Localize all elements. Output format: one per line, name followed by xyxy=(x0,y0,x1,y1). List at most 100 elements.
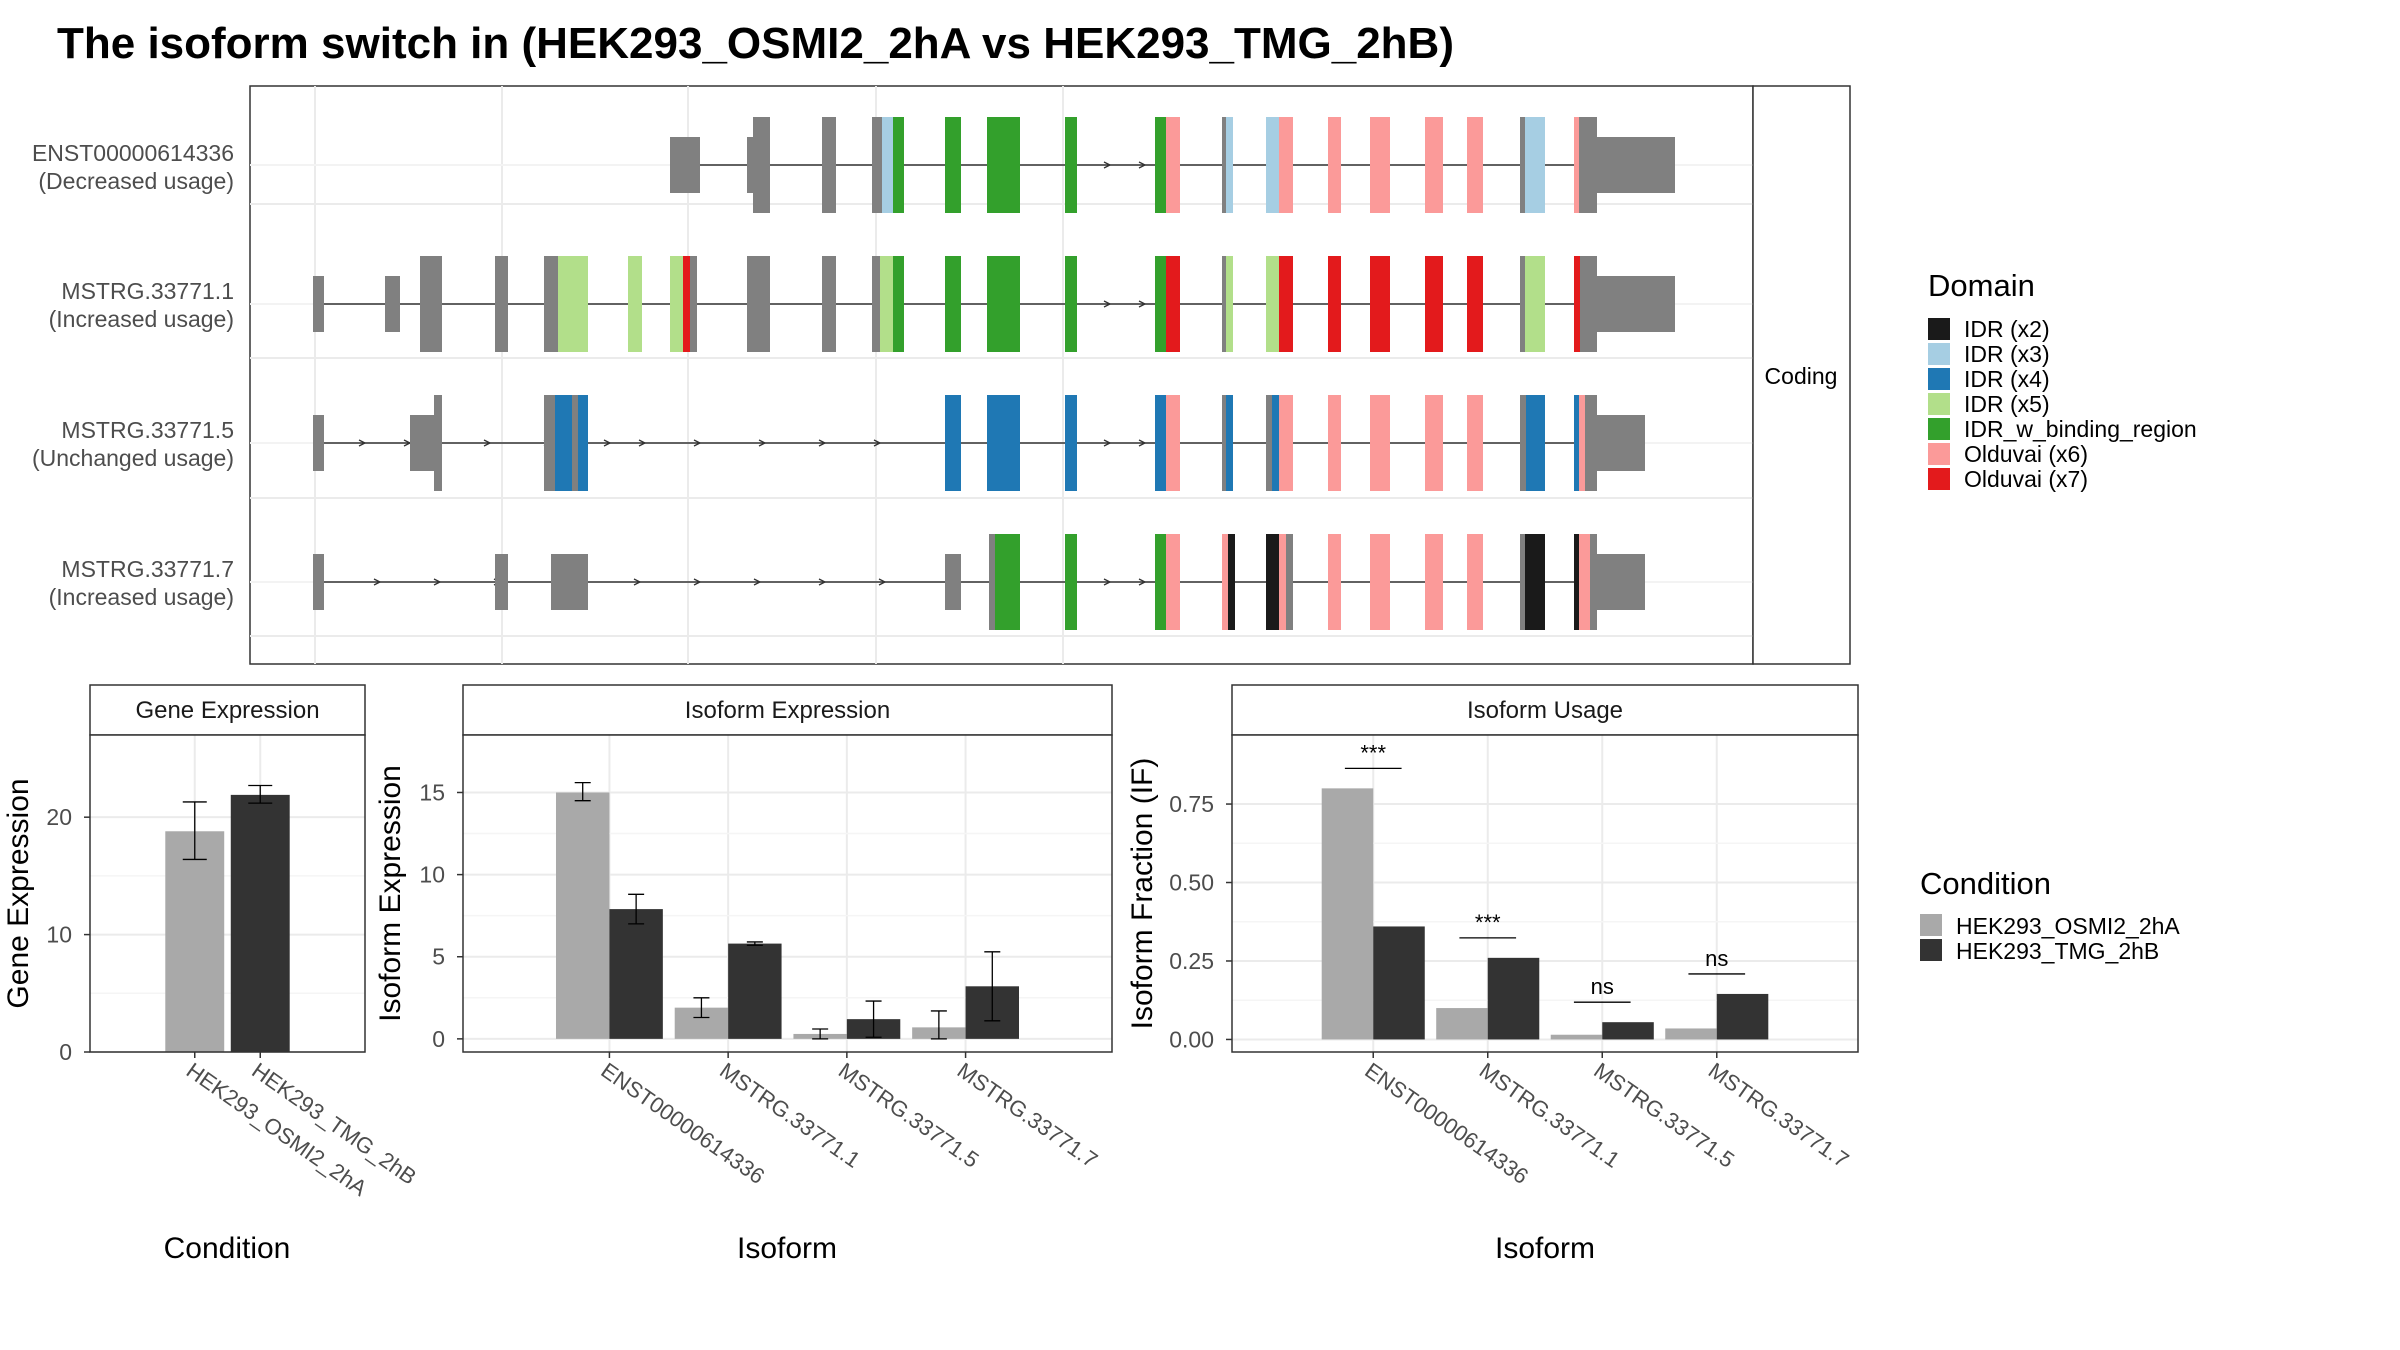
legend-label-cond-a: HEK293_OSMI2_2hA xyxy=(1956,913,2180,939)
exon-block xyxy=(1597,415,1645,471)
exon-block xyxy=(1525,256,1545,352)
strand-arrow xyxy=(1103,439,1112,447)
exon-block xyxy=(1166,395,1180,491)
exon-block xyxy=(1425,117,1443,213)
bar-panel-1: Gene Expression01020HEK293_OSMI2_2hAHEK2… xyxy=(2,684,421,1265)
exon-block xyxy=(1585,395,1597,491)
exon-block xyxy=(1222,117,1226,213)
bar xyxy=(165,831,225,1052)
plot-border xyxy=(1231,734,1859,1053)
exon-block xyxy=(1580,256,1597,352)
exon-block xyxy=(581,256,588,352)
exon-block xyxy=(495,554,508,610)
exon-block xyxy=(1328,534,1341,630)
exon-block xyxy=(1065,395,1077,491)
exon-block xyxy=(1222,256,1226,352)
exon-block xyxy=(1425,256,1443,352)
strand-arrow xyxy=(373,578,382,586)
isoform-note-4: (Increased usage) xyxy=(49,584,234,610)
exon-block xyxy=(1166,256,1180,352)
exon-block xyxy=(1574,395,1579,491)
exon-block xyxy=(1279,256,1293,352)
exon-block xyxy=(1155,534,1166,630)
exon-block xyxy=(747,256,770,352)
strand-arrow xyxy=(1138,439,1147,447)
y-axis-label: Gene Expression xyxy=(2,778,35,1008)
exon-block xyxy=(1370,395,1390,491)
exon-block xyxy=(893,256,904,352)
strand-arrow xyxy=(358,439,367,447)
exon-block xyxy=(1597,276,1675,332)
y-axis-label: Isoform Expression xyxy=(374,765,407,1022)
exon-block xyxy=(558,256,570,352)
strand-arrow xyxy=(633,578,642,586)
exon-block xyxy=(1467,256,1483,352)
x-axis-label: Isoform xyxy=(737,1232,837,1265)
exon-block xyxy=(1520,534,1525,630)
exon-block xyxy=(945,554,961,610)
exon-block xyxy=(1065,534,1077,630)
exon-block xyxy=(410,415,434,471)
bar xyxy=(728,943,782,1039)
strand-arrow xyxy=(758,439,767,447)
domain-label: IDR_w_binding_region xyxy=(1964,416,2197,442)
isoform-track-1 xyxy=(670,117,1675,213)
exon-block xyxy=(872,117,882,213)
exon-block xyxy=(1279,117,1293,213)
exon-block xyxy=(544,395,555,491)
y-tick-label: 10 xyxy=(46,922,72,948)
exon-block xyxy=(945,256,961,352)
x-axis-label: Condition xyxy=(164,1232,291,1265)
exon-block xyxy=(551,554,588,610)
exon-block xyxy=(683,256,690,352)
exon-block xyxy=(1520,256,1525,352)
exon-block xyxy=(1226,256,1233,352)
exon-block xyxy=(1467,534,1483,630)
exon-block xyxy=(578,395,588,491)
exon-block xyxy=(753,117,770,213)
exon-block xyxy=(1328,395,1341,491)
domain-label: IDR (x2) xyxy=(1964,316,2050,342)
domain-swatch xyxy=(1928,443,1950,465)
bar-panel-3: Isoform Usage0.000.250.500.75***ENST0000… xyxy=(1126,684,1859,1265)
exon-block xyxy=(987,256,1020,352)
figure-title: The isoform switch in (HEK293_OSMI2_2hA … xyxy=(57,19,1454,68)
isoform-label-1: ENST00000614336 xyxy=(32,140,234,166)
strand-arrow xyxy=(1103,300,1112,308)
exon-block xyxy=(385,276,400,332)
strand-arrow xyxy=(873,439,882,447)
structure-tracks xyxy=(313,117,1675,630)
strand-arrow xyxy=(483,439,492,447)
exon-block xyxy=(670,256,683,352)
domain-legend-title: Domain xyxy=(1928,268,2035,303)
exon-block xyxy=(670,137,700,193)
exon-block xyxy=(1574,534,1579,630)
structure-panel: Coding ENST00000614336 (Decreased usage)… xyxy=(32,85,1851,665)
exon-block xyxy=(1526,395,1545,491)
exon-block xyxy=(893,117,904,213)
domain-label: IDR (x4) xyxy=(1964,366,2050,392)
exon-block xyxy=(1222,395,1226,491)
exon-block xyxy=(1520,395,1526,491)
exon-block xyxy=(1467,395,1483,491)
bar xyxy=(1373,926,1425,1040)
bar xyxy=(1716,993,1769,1040)
strand-arrow xyxy=(1103,161,1112,169)
exon-block xyxy=(882,117,893,213)
exon-block xyxy=(434,395,442,491)
bar xyxy=(1550,1034,1603,1040)
isoform-label-4: MSTRG.33771.7 xyxy=(61,556,234,582)
exon-block xyxy=(313,415,324,471)
facet-label: Coding xyxy=(1765,363,1838,389)
exon-block xyxy=(1155,395,1166,491)
exon-block xyxy=(1222,534,1228,630)
plot-bg xyxy=(90,735,365,1052)
sig-label: ns xyxy=(1591,974,1614,999)
exon-block xyxy=(1597,137,1675,193)
exon-block xyxy=(1266,117,1279,213)
bar-panels: Gene Expression01020HEK293_OSMI2_2hAHEK2… xyxy=(2,684,1859,1265)
domain-swatch xyxy=(1928,418,1950,440)
strand-arrow xyxy=(753,578,762,586)
exon-block xyxy=(1166,117,1180,213)
exon-block xyxy=(572,395,578,491)
